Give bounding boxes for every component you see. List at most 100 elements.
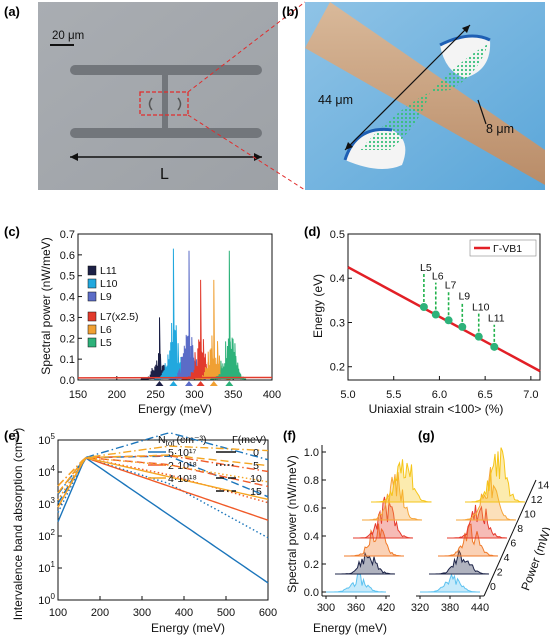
- d-data-point: [458, 322, 467, 331]
- d-point-l7: L7: [444, 280, 457, 325]
- panel-d-label: (d): [304, 224, 321, 239]
- photonic-crystal-lower: [360, 92, 430, 150]
- e-curve-1-3: [57, 432, 269, 495]
- cavity-right: [177, 97, 182, 111]
- e-y-tick-label: 102: [38, 528, 55, 543]
- panel-g-trace-3: [447, 504, 508, 539]
- g-z-axis-label: Power (mW): [518, 525, 550, 592]
- cavity-upper-rim: [439, 34, 491, 47]
- c-y-axis-label: Spectral power (nW/meV): [39, 237, 53, 374]
- c-peak-marker: [209, 381, 218, 386]
- d-legend-box: [469, 239, 537, 257]
- c-legend-swatch: [87, 265, 97, 276]
- microbridge: [162, 75, 168, 128]
- c-x-tick-label: 300: [185, 389, 203, 401]
- e-gamma-label: 10: [250, 473, 262, 485]
- d-y-tick-label: 0.4: [330, 273, 345, 285]
- f-y-tick-label: 0.6: [304, 503, 319, 515]
- panel-f-label: (f): [283, 428, 296, 443]
- e-x-axis-label: Energy (meV): [151, 621, 225, 635]
- dim-arrow-short: [477, 99, 487, 125]
- e-x-tick-label: 600: [259, 607, 277, 619]
- bottom-bridge-pad: [70, 128, 262, 138]
- d-point-label: L5: [420, 262, 432, 274]
- d-x-tick-label: 7.0: [523, 389, 538, 401]
- c-x-tick-label: 350: [224, 389, 242, 401]
- d-data-point: [431, 310, 440, 319]
- c-legend-label: L11: [100, 265, 117, 277]
- panel-e-label: (e): [4, 428, 20, 443]
- c-legend-label: L9: [100, 291, 112, 303]
- g-z-tick-label: 14: [538, 480, 550, 492]
- zoom-line-bottom: [187, 114, 306, 191]
- d-data-point: [444, 316, 453, 325]
- panel-f-x-tick-label: 420: [377, 602, 395, 614]
- panel-d: (d) Energy (eV) Uniaxial strain <100> (%…: [304, 224, 541, 416]
- e-density-label: 2·10¹⁸: [168, 460, 197, 472]
- dim-arrow-long: [344, 24, 471, 151]
- scale-bar-label: 20 μm: [52, 30, 84, 42]
- strained-bar: [305, 2, 545, 185]
- panel-c: (c) Spectral power (nW/meV) Energy (meV)…: [4, 224, 281, 416]
- c-legend-label: L5: [100, 337, 112, 349]
- panel-g-trace-5: [465, 447, 526, 503]
- e-x-tick-label: 500: [217, 607, 235, 619]
- panel-b: (b) 44 μm 8 μm: [282, 2, 545, 190]
- c-x-tick-label: 200: [108, 389, 126, 401]
- c-legend-label: L10: [100, 278, 118, 290]
- g-z-tick-label: 8: [517, 523, 523, 535]
- panel-a: (a) 20 μm L: [4, 1, 306, 191]
- d-legend-label: Γ-VB1: [493, 243, 522, 255]
- f-x-axis-label: Energy (meV): [313, 621, 387, 635]
- d-y-tick-label: 0.2: [330, 362, 345, 374]
- panel-c-label: (c): [4, 224, 20, 239]
- c-peak-marker: [196, 381, 205, 386]
- panel-g-x-tick-label: 380: [441, 602, 459, 614]
- g-z-tick-label: 0: [490, 581, 496, 593]
- e-y-tick-label: 103: [38, 496, 55, 511]
- e-curve-3-2: [57, 454, 269, 494]
- dim-long-label: 44 μm: [318, 93, 353, 107]
- e-curve-2-1: [57, 456, 269, 504]
- e-x-tick-label: 300: [133, 607, 151, 619]
- d-plot-frame: [347, 233, 541, 381]
- e-curve-3-3: [57, 445, 269, 487]
- g-z-tick-label: 2: [497, 567, 503, 579]
- d-x-tick-label: 5.5: [386, 389, 401, 401]
- c-plot-frame: [77, 233, 273, 381]
- panel-f-x-tick-label: 300: [317, 602, 335, 614]
- d-point-l10: L10: [472, 302, 490, 341]
- panel-g-x-tick-label: 320: [411, 602, 429, 614]
- c-y-tick-label: 0.1: [60, 354, 75, 366]
- d-x-tick-label: 6.0: [432, 389, 447, 401]
- e-gamma-label: 0: [253, 447, 259, 459]
- c-x-tick-label: 250: [146, 389, 164, 401]
- dim-short-label: 8 μm: [486, 122, 514, 136]
- d-y-tick-label: 0.5: [330, 229, 345, 241]
- e-y-tick-label: 100: [38, 592, 55, 607]
- panel-g-trace-0: [420, 573, 480, 593]
- c-peak-marker: [155, 381, 164, 386]
- e-curve-3-1: [57, 456, 269, 501]
- panel-g-trace-4: [456, 467, 517, 521]
- panel-g-trace-2: [438, 523, 499, 557]
- c-peak-marker: [169, 381, 178, 386]
- panel-f: (f) Spectral power (nW/meV) Energy (meV)…: [283, 428, 432, 635]
- c-x-tick-label: 150: [69, 389, 87, 401]
- d-point-label: L9: [458, 291, 470, 303]
- panel-e: (e) Intervalence band absorption (cm⁻¹) …: [4, 428, 277, 635]
- f-y-axis-label: Spectral power (nW/meV): [285, 455, 299, 592]
- e-x-tick-label: 100: [49, 607, 67, 619]
- f-y-tick-label: 0.8: [304, 475, 319, 487]
- e-density-label: 4·10¹⁸: [168, 473, 197, 485]
- d-gamma-vb1-line: [347, 266, 541, 373]
- cavity-left: [148, 97, 153, 111]
- c-legend-label: L6: [100, 324, 112, 336]
- panel-g-label: (g): [418, 428, 435, 443]
- panel-f-trace-5: [371, 459, 432, 503]
- g-z-tick-label: 10: [524, 509, 536, 521]
- c-y-tick-label: 0.5: [60, 271, 75, 283]
- e-gamma-label: 15: [250, 486, 262, 498]
